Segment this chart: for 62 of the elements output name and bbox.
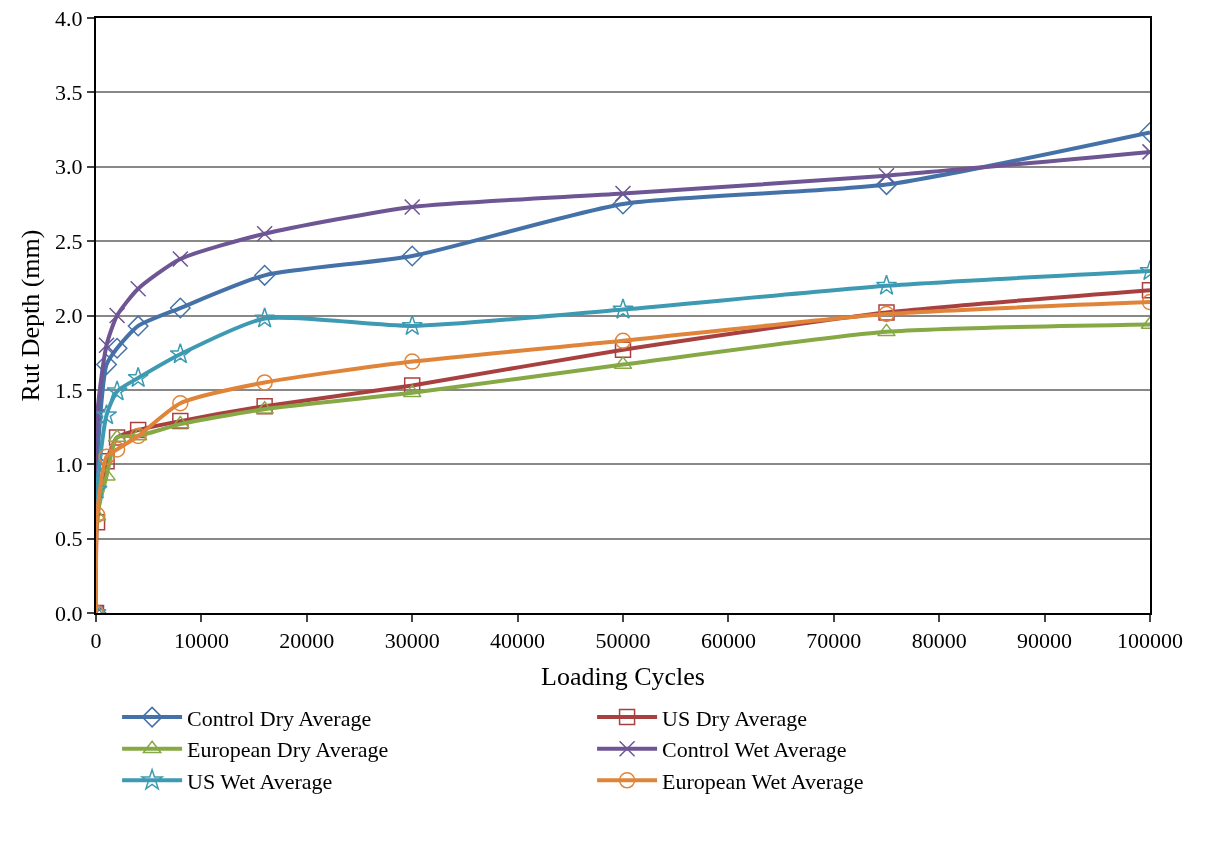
legend-label: Control Dry Average (187, 705, 372, 731)
point (172, 250, 189, 268)
point (401, 314, 423, 336)
point (612, 193, 634, 215)
point (172, 395, 189, 412)
point (108, 441, 126, 458)
point (129, 427, 147, 445)
point (96, 403, 118, 425)
y-tick-label: 2.0 (55, 303, 83, 329)
point (96, 354, 118, 376)
point (878, 167, 895, 184)
x-tick-label: 60000 (700, 628, 756, 654)
point (877, 323, 896, 337)
x-axis-title: Loading Cycles (541, 661, 705, 691)
y-tick-label: 0.5 (55, 526, 83, 552)
legend-label: US Dry Average (662, 705, 808, 731)
y-tick-label: 4.0 (55, 5, 83, 31)
x-tick-label: 0 (90, 628, 102, 654)
legend-label: US Wet Average (187, 768, 333, 794)
x-tick-label: 30000 (384, 628, 440, 654)
x-tick-label: 100000 (1117, 628, 1183, 654)
point (127, 315, 149, 337)
point (403, 353, 421, 370)
y-tick-label: 1.5 (55, 377, 83, 403)
point (256, 225, 273, 242)
y-axis-title: Rut Depth (mm) (16, 229, 45, 402)
y-tick-label: 3.5 (55, 80, 83, 106)
point (128, 427, 148, 441)
point (875, 274, 898, 295)
point (403, 198, 421, 216)
point (127, 366, 149, 388)
x-tick-label: 10000 (173, 628, 229, 654)
x-tick-label: 80000 (911, 628, 967, 654)
point (106, 337, 128, 359)
point (876, 174, 897, 196)
point (106, 380, 128, 401)
x-tick-label: 90000 (1017, 628, 1073, 654)
point (98, 337, 115, 354)
point (256, 374, 273, 391)
x-tick-label: 40000 (490, 628, 546, 654)
point (253, 307, 276, 328)
point (401, 245, 423, 267)
point (402, 384, 422, 398)
point (254, 264, 276, 286)
legend-label: Control Wet Average (662, 737, 847, 763)
y-tick-label: 2.5 (55, 228, 83, 254)
legend-label: European Wet Average (662, 768, 864, 794)
legend-label: European Dry Average (187, 737, 389, 763)
point (613, 356, 633, 370)
y-tick-label: 3.0 (55, 154, 83, 180)
point (108, 307, 126, 324)
point (169, 297, 191, 319)
point (612, 298, 634, 319)
point (614, 332, 632, 350)
x-tick-label: 70000 (806, 628, 862, 654)
y-tick-label: 0.0 (55, 600, 83, 626)
x-tick-label: 20000 (279, 628, 335, 654)
point (614, 185, 632, 202)
point (169, 342, 192, 364)
x-tick-label: 50000 (595, 628, 651, 654)
point (98, 448, 115, 466)
y-tick-label: 1.0 (55, 451, 83, 477)
